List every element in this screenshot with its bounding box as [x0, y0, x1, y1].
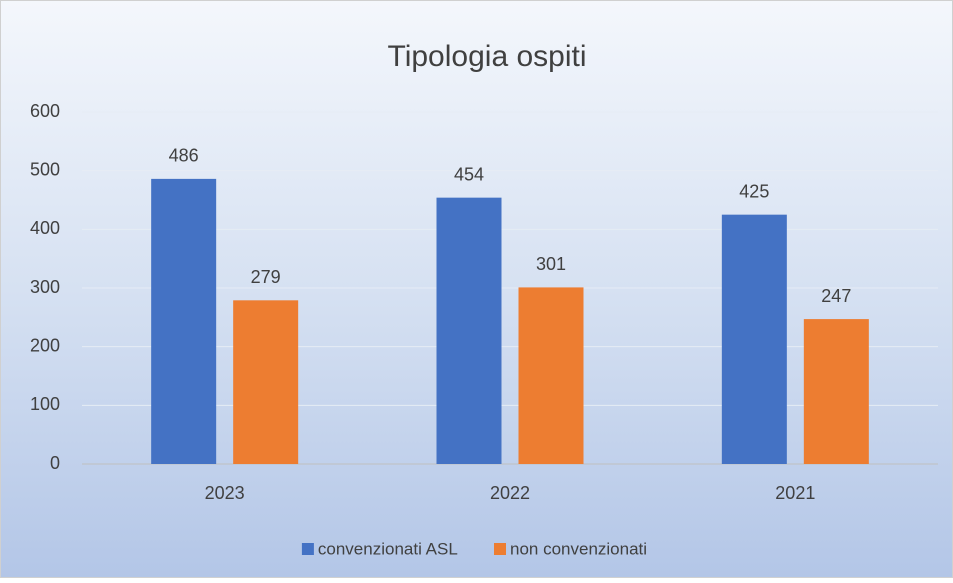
y-tick-label: 600 [30, 101, 60, 121]
bar [518, 287, 584, 464]
legend-label: non convenzionati [510, 539, 647, 558]
data-label: 486 [169, 146, 199, 166]
data-label: 279 [251, 267, 281, 287]
y-tick-label: 0 [50, 453, 60, 473]
y-tick-label: 500 [30, 159, 60, 179]
x-tick-label: 2023 [205, 483, 245, 503]
data-label: 425 [739, 181, 769, 201]
x-tick-label: 2022 [490, 483, 530, 503]
bar [151, 178, 217, 464]
data-label: 301 [536, 254, 566, 274]
bar [803, 319, 869, 464]
y-tick-label: 200 [30, 335, 60, 355]
data-label: 454 [454, 164, 484, 184]
legend-swatch [301, 543, 314, 555]
chart-title: Tipologia ospiti [388, 40, 587, 73]
y-tick-label: 400 [30, 218, 60, 238]
x-tick-label: 2021 [775, 483, 815, 503]
y-tick-label: 300 [30, 277, 60, 297]
y-tick-label: 100 [30, 394, 60, 414]
legend-swatch [494, 543, 506, 555]
bar [436, 197, 502, 465]
data-label: 247 [821, 286, 851, 306]
bar [233, 300, 299, 464]
legend-label: convenzionati ASL [318, 539, 458, 558]
bar [721, 214, 787, 464]
